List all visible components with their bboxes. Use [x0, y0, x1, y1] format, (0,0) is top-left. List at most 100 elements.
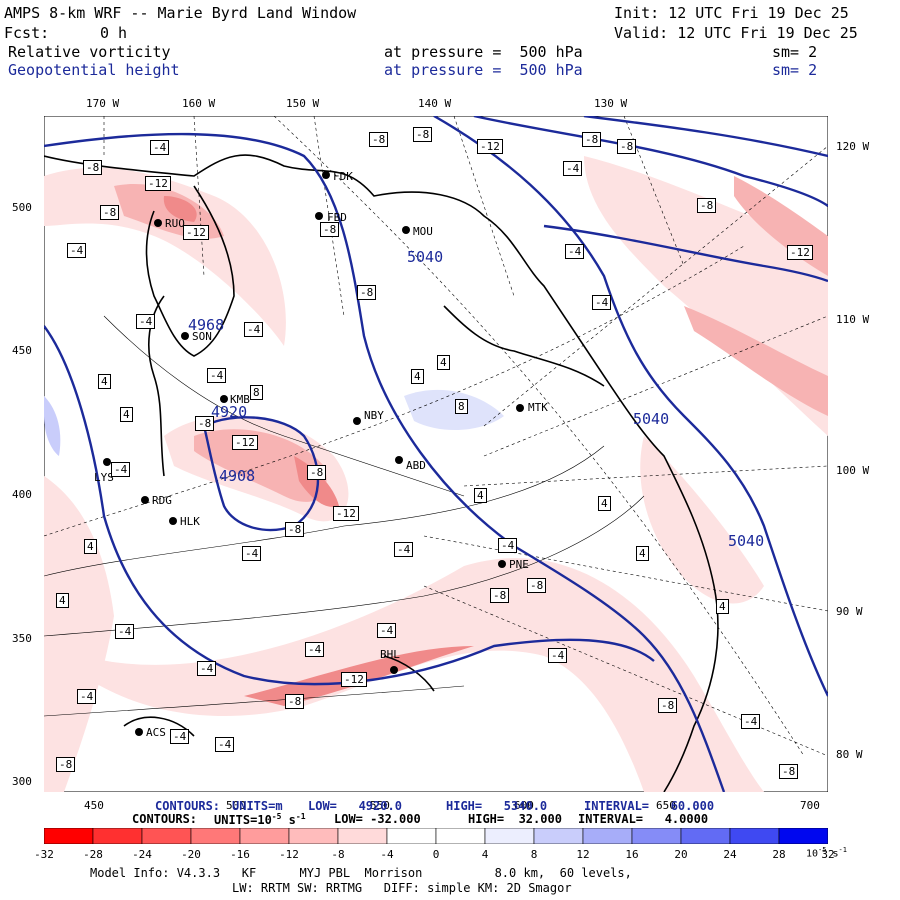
vort-label-minus8-h: -8 [697, 198, 717, 213]
station-acs: ACS [146, 726, 166, 739]
vort-label-minus8-b: -8 [83, 160, 103, 175]
height-label-5040-b: 5040 [633, 410, 670, 428]
vort-label-minus4-k: -4 [394, 542, 414, 557]
top-tick-170w: 170 W [86, 97, 120, 110]
vort-label-minus8-e: -8 [413, 127, 433, 142]
contours2-units: UNITS=10-5 s-1 [214, 812, 306, 827]
contours2-units-s-exp: -1 [295, 812, 306, 821]
left-tick-350: 350 [12, 632, 32, 645]
vort-label-8-a: 8 [250, 385, 263, 400]
map-panel [44, 116, 828, 792]
vort-label-minus12-e: -12 [232, 435, 258, 450]
colorbar-label: -16 [230, 848, 250, 861]
station-hlk: HLK [180, 515, 200, 528]
colorbar-label: -28 [83, 848, 103, 861]
colorbar-label: 32 [821, 848, 835, 861]
vort-label-minus4-s: -4 [741, 714, 761, 729]
contours2-units-base: UNITS=10 [214, 813, 272, 827]
vort-label-minus8-m: -8 [527, 578, 547, 593]
colorbar-label: 28 [772, 848, 786, 861]
vort-label-minus4-a: -4 [150, 140, 170, 155]
colorbar-swatch [435, 828, 486, 844]
right-tick-100w: 100 W [836, 464, 870, 477]
colorbar-label: 0 [432, 848, 440, 861]
vort-label-4-i: 4 [56, 593, 69, 608]
station-bhl: BHL [380, 648, 400, 661]
vort-label-minus4-u: -4 [215, 737, 235, 752]
model-info: Model Info: V4.3.3 KF MYJ PBL Morrison 8… [90, 866, 632, 880]
colorbar-swatch [288, 828, 339, 844]
bottom-tick-700: 700 [800, 799, 820, 812]
vort-label-minus4-g: -4 [244, 322, 264, 337]
colorbar-swatch [44, 828, 94, 844]
vort-label-4-b: 4 [437, 355, 450, 370]
bottom-tick-650: 650 [656, 799, 676, 812]
vort-label-minus4-j: -4 [242, 546, 262, 561]
colorbar-swatch [729, 828, 780, 844]
colorbar-unit-s-exp: -1 [838, 846, 847, 854]
vort-label-minus4-o: -4 [305, 642, 325, 657]
top-tick-150w: 150 W [286, 97, 320, 110]
station-rdg: RDG [152, 494, 172, 507]
vort-label-minus8-k: -8 [307, 465, 327, 480]
vort-label-minus4-l: -4 [498, 538, 518, 553]
colorbar-swatch [778, 828, 828, 844]
top-tick-160w: 160 W [182, 97, 216, 110]
bottom-tick-600: 600 [514, 799, 534, 812]
vort-label-4-d: 4 [120, 407, 133, 422]
vort-label-minus8-l: -8 [285, 522, 305, 537]
forecast-label: Fcst: [4, 24, 50, 42]
contours1-prefix: CONTOURS: [155, 799, 221, 813]
colorbar-swatch [190, 828, 241, 844]
vort-label-minus12-b: -12 [183, 225, 209, 240]
vort-label-minus8-n: -8 [490, 588, 510, 603]
field1-level: at pressure = 500 hPa [384, 43, 583, 61]
vort-label-4-j: 4 [716, 599, 729, 614]
vort-label-minus8-o: -8 [285, 694, 305, 709]
colorbar-label: -8 [331, 848, 345, 861]
contours2-high: HIGH= 32.000 [468, 812, 562, 826]
station-pne: PNE [509, 558, 529, 571]
vort-label-4-h: 4 [636, 546, 649, 561]
vort-label-minus8-g: -8 [617, 139, 637, 154]
terrain-contours [44, 315, 645, 717]
vort-label-minus4-p: -4 [548, 648, 568, 663]
contours1-high: HIGH= 5340.0 [446, 799, 548, 813]
vort-label-minus12-a: -12 [145, 176, 171, 191]
vort-label-minus4-h: -4 [207, 368, 227, 383]
vort-label-minus8-c: -8 [320, 222, 340, 237]
colorbar-label: 4 [481, 848, 489, 861]
station-mou: MOU [413, 225, 433, 238]
vort-label-4-g: 4 [84, 539, 97, 554]
colorbar [44, 828, 828, 844]
colorbar-swatch [141, 828, 192, 844]
vort-label-4-f: 4 [598, 496, 611, 511]
colorbar-swatch [386, 828, 437, 844]
colorbar-swatch [484, 828, 535, 844]
vort-label-minus4-f: -4 [136, 314, 156, 329]
colorbar-label: -4 [380, 848, 394, 861]
vort-label-minus8-j: -8 [195, 416, 215, 431]
colorbar-swatch [631, 828, 682, 844]
station-lys: LYS [94, 471, 114, 484]
contours2-prefix: CONTOURS: [132, 812, 198, 826]
field2-level: at pressure = 500 hPa [384, 61, 583, 79]
colorbar-label: -32 [34, 848, 54, 861]
bottom-tick-500: 500 [226, 799, 246, 812]
right-tick-110w: 110 W [836, 313, 870, 326]
contours2-units-s: s [288, 813, 296, 827]
contours1-interval: INTERVAL= 60.000 [584, 799, 715, 813]
vort-label-minus12-f: -12 [333, 506, 359, 521]
right-tick-80w: 80 W [836, 748, 863, 761]
height-contours [44, 116, 828, 792]
field2-smoothing: sm= 2 [772, 61, 818, 79]
vort-label-minus4-r: -4 [77, 689, 97, 704]
colorbar-label: -12 [279, 848, 299, 861]
bottom-tick-450: 450 [84, 799, 104, 812]
vort-label-minus8-r: -8 [779, 764, 799, 779]
colorbar-label: 20 [674, 848, 688, 861]
contours2-units-exp: -5 [271, 812, 282, 821]
colorbar-label: 24 [723, 848, 737, 861]
height-label-5040-c: 5040 [728, 532, 765, 550]
vort-label-minus8-p: -8 [658, 698, 678, 713]
